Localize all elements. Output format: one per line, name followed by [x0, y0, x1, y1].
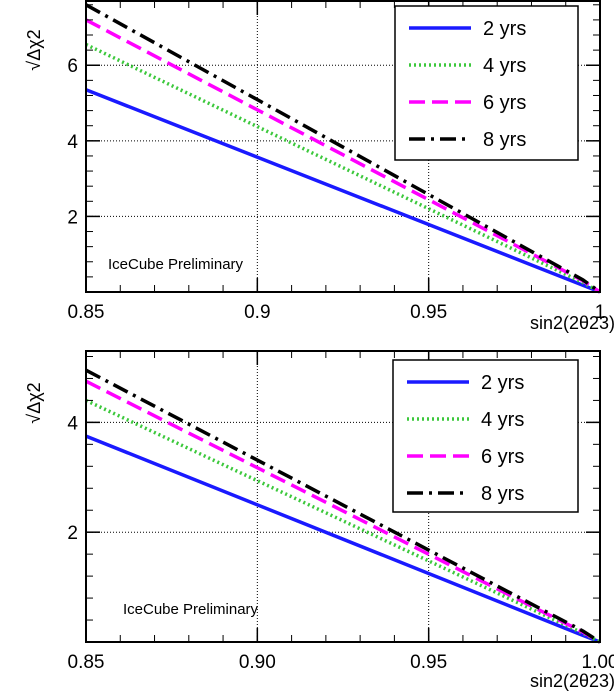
y-axis-title-text: √Δχ2: [24, 29, 44, 70]
chart-panel-2: 0.85 0.90 0.95 1.00 2 4 √Δχ2 sin2(2θ23) 2 yrs 4 y…: [24, 350, 614, 691]
x-tick-label: 1: [595, 302, 606, 323]
y-axis-title-text: √Δχ2: [24, 382, 44, 423]
x-axis-title: sin2(2θ23): [530, 671, 614, 691]
y-axis-title: √Δχ2: [24, 29, 44, 70]
legend-label-8-yrs: 8 yrs: [481, 483, 524, 505]
plot-frame: [85, 350, 601, 643]
x-tick-label: 0.85: [68, 652, 105, 673]
y-axis-title: √Δχ2: [24, 382, 44, 423]
y-tick-label: 2: [67, 523, 78, 544]
y-tick-label: 4: [67, 132, 78, 153]
series-line-4-yrs: [85, 398, 601, 644]
series-line-8-yrs: [85, 3, 602, 294]
x-tick-label: 0.95: [410, 302, 447, 323]
x-tick-label: 0.85: [68, 302, 105, 323]
y-tick-label: 4: [67, 413, 78, 434]
chart-panel-1: 0.85 0.9 0.95 1 2 4 6 √Δχ2 sin2(2θ23) 2 yrs 4 yrs 6…: [24, 0, 614, 333]
legend-box: [394, 5, 579, 161]
annotation-label: IceCube Preliminary: [123, 601, 259, 618]
y-tick-label: 6: [67, 56, 78, 77]
legend: 2 yrs 4 yrs 6 yrs 8 yrs: [394, 5, 579, 161]
x-tick-label: 0.9: [244, 302, 270, 323]
legend-label-8-yrs: 8 yrs: [483, 129, 526, 151]
legend-label-6-yrs: 6 yrs: [483, 92, 526, 114]
series-line-8-yrs: [85, 368, 601, 644]
legend-label-6-yrs: 6 yrs: [481, 446, 524, 468]
annotation-label: IceCube Preliminary: [108, 256, 244, 273]
x-tick-label: 0.90: [239, 652, 276, 673]
legend-label-2-yrs: 2 yrs: [481, 372, 524, 394]
legend-label-4-yrs: 4 yrs: [481, 409, 524, 431]
legend-label-2-yrs: 2 yrs: [483, 18, 526, 40]
legend-box: [392, 359, 579, 513]
x-axis-title: sin2(2θ23): [530, 313, 614, 333]
x-tick-label: 1.00: [582, 652, 614, 673]
plot-frame: [85, 0, 601, 293]
legend: 2 yrs 4 yrs 6 yrs 8 yrs: [392, 359, 579, 513]
x-tick-label: 0.95: [410, 652, 447, 673]
legend-label-4-yrs: 4 yrs: [483, 55, 526, 77]
y-tick-label: 2: [67, 207, 78, 228]
